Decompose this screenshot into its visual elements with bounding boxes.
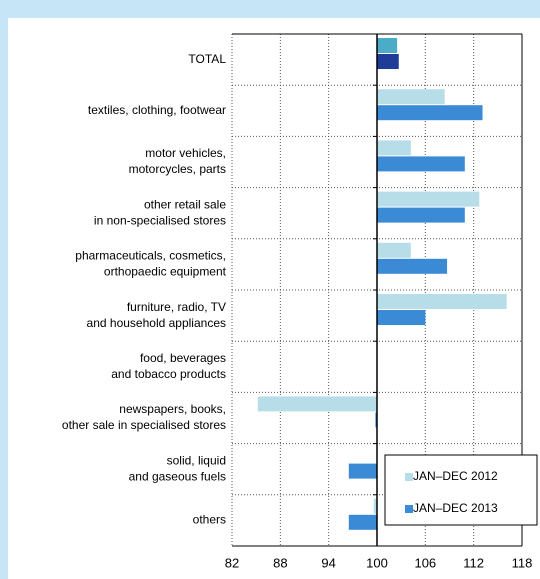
bar	[377, 207, 465, 223]
bar	[348, 514, 377, 530]
bar	[373, 498, 377, 514]
y-tick-label: food, beverages	[140, 351, 226, 365]
bar	[348, 463, 377, 479]
x-tick-label: 112	[463, 555, 484, 570]
legend-swatch	[405, 505, 413, 513]
y-tick-label: solid, liquid	[167, 453, 226, 467]
legend	[384, 454, 538, 526]
y-tick-label: TOTAL	[188, 52, 226, 66]
y-tick-label: in non-specialised stores	[94, 213, 226, 227]
y-tick-label: orthopaedic equipment	[104, 265, 227, 279]
bar	[377, 38, 398, 53]
y-tick-label: other retail sale	[144, 197, 226, 211]
bar	[377, 294, 507, 309]
bar	[377, 156, 465, 172]
x-tick-label: 82	[225, 555, 239, 570]
y-tick-label: pharmaceuticals, cosmetics,	[75, 249, 226, 263]
bar	[377, 89, 445, 105]
y-tick-label: and tobacco products	[111, 367, 226, 381]
y-tick-label: furniture, radio, TV	[127, 300, 226, 314]
bar	[377, 54, 399, 69]
y-tick-label: newspapers, books,	[119, 402, 226, 416]
y-tick-label: and household appliances	[87, 316, 226, 330]
legend-swatch	[405, 473, 413, 481]
y-tick-label: motorcycles, parts	[129, 162, 226, 176]
bar	[377, 310, 426, 325]
bar	[377, 258, 448, 274]
x-tick-label: 100	[366, 555, 388, 570]
bar	[257, 396, 377, 412]
bar	[377, 242, 411, 258]
y-tick-label: and gaseous fuels	[129, 469, 226, 483]
x-tick-label: 94	[321, 555, 335, 570]
y-tick-label: other sale in specialised stores	[62, 418, 226, 432]
x-tick-label: 106	[414, 555, 436, 570]
y-tick-label: textiles, clothing, footwear	[88, 103, 226, 117]
bar	[375, 412, 377, 428]
y-tick-label: others	[193, 513, 226, 527]
x-tick-label: 88	[273, 555, 287, 570]
bar	[377, 140, 411, 156]
y-tick-label: motor vehicles,	[145, 146, 226, 160]
bar	[377, 105, 483, 121]
legend-label: JAN–DEC 2012	[413, 469, 498, 483]
legend-label: JAN–DEC 2013	[413, 501, 498, 515]
x-tick-label: 118	[512, 555, 533, 570]
bar	[377, 191, 480, 207]
